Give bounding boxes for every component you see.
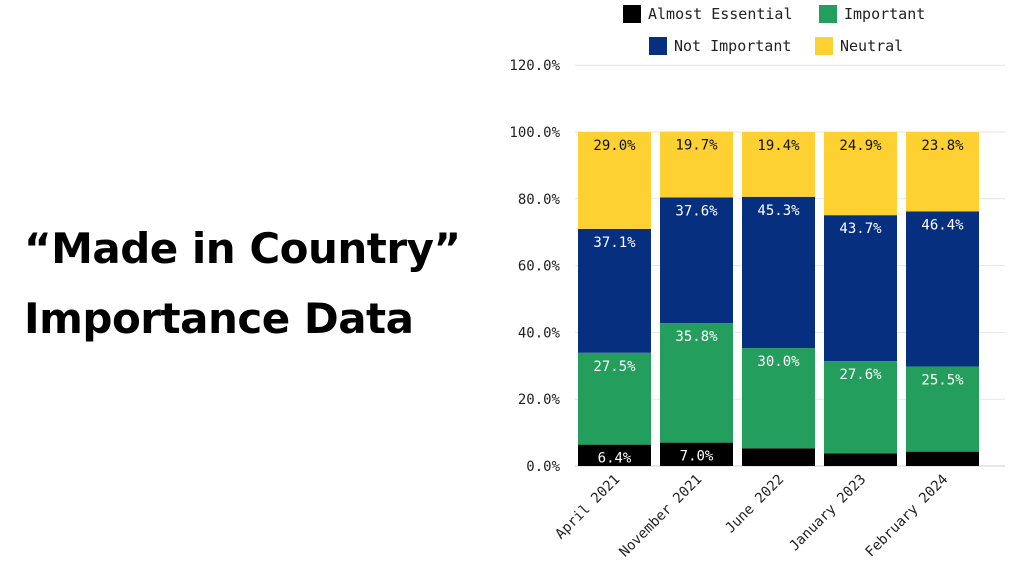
data-label: 19.7%: [675, 138, 718, 154]
legend-swatch: [815, 37, 833, 55]
bar-segment: [906, 211, 979, 367]
data-label: 6.4%: [598, 451, 632, 467]
data-label: 37.6%: [675, 203, 718, 219]
legend-label: Almost Essential: [648, 5, 793, 23]
chart-title: “Made in Country” Importance Data: [24, 214, 461, 354]
y-tick-label: 60.0%: [518, 259, 561, 275]
data-label: 7.0%: [680, 449, 714, 465]
legend-label: Neutral: [840, 37, 903, 55]
legend-swatch: [819, 5, 837, 23]
x-tick-label: February 2024: [863, 472, 952, 561]
data-label: 30.0%: [757, 354, 800, 370]
bar-segment: [578, 228, 651, 353]
bar-segment: [660, 323, 733, 443]
bar-segment: [742, 132, 815, 197]
data-label: 24.9%: [839, 138, 882, 154]
bar-segment: [578, 132, 651, 229]
bar-segment: [824, 361, 897, 454]
data-label: 27.5%: [593, 359, 636, 375]
legend-label: Not Important: [674, 37, 791, 55]
y-tick-label: 100.0%: [509, 125, 560, 141]
x-tick-label: January 2023: [786, 472, 869, 555]
bar-segment: [578, 352, 651, 445]
bar-segment: [742, 348, 815, 449]
data-label: 27.6%: [839, 367, 882, 383]
bar-segment: [906, 132, 979, 212]
legend-swatch: [623, 5, 641, 23]
y-tick-label: 80.0%: [518, 192, 561, 208]
bar-segment: [824, 453, 897, 466]
y-tick-label: 120.0%: [509, 58, 560, 74]
bar-segment: [906, 366, 979, 452]
title-line-1: “Made in Country”: [24, 224, 461, 273]
data-label: 35.8%: [675, 329, 718, 345]
bar-segment: [578, 444, 651, 466]
bar-segment: [824, 215, 897, 362]
x-tick-label: April 2021: [552, 472, 623, 543]
data-label: 23.8%: [921, 138, 964, 154]
y-tick-label: 20.0%: [518, 392, 561, 408]
bar-segment: [742, 448, 815, 466]
data-label: 37.1%: [593, 235, 636, 251]
data-label: 19.4%: [757, 138, 800, 154]
x-tick-label: June 2022: [722, 472, 787, 537]
data-label: 46.4%: [921, 217, 964, 233]
x-tick-label: November 2021: [617, 472, 706, 561]
y-tick-label: 40.0%: [518, 325, 561, 341]
legend-label: Important: [844, 5, 925, 23]
data-label: 29.0%: [593, 138, 636, 154]
bar-segment: [824, 132, 897, 216]
data-label: 43.7%: [839, 221, 882, 237]
legend-swatch: [649, 37, 667, 55]
bar-segment: [660, 442, 733, 466]
y-tick-label: 0.0%: [526, 459, 560, 475]
bar-segment: [660, 197, 733, 324]
data-label: 25.5%: [921, 372, 964, 388]
bar-segment: [742, 196, 815, 349]
data-label: 45.3%: [757, 203, 800, 219]
bar-segment: [906, 451, 979, 466]
title-line-2: Importance Data: [24, 294, 414, 343]
bar-segment: [660, 131, 733, 198]
